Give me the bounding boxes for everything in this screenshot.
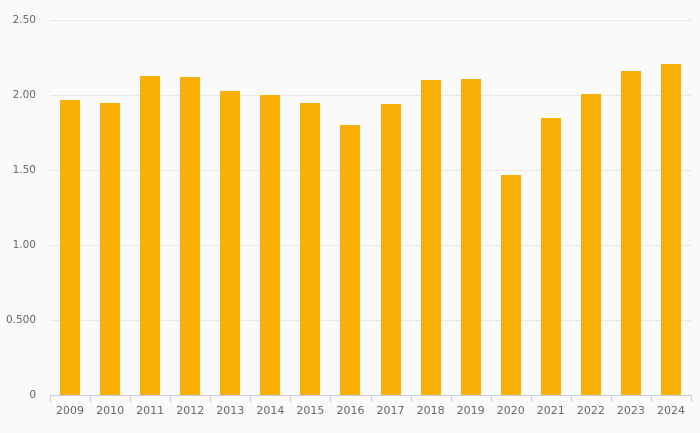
y-tick-label: 2.50 — [12, 14, 36, 26]
x-tick-label-2020: 2020 — [496, 404, 525, 417]
x-axis-tick — [410, 395, 412, 402]
x-axis-tick — [610, 395, 612, 402]
bar-2009[interactable] — [60, 99, 81, 395]
x-tick-label-2019: 2019 — [456, 404, 485, 417]
bar-2021[interactable] — [540, 117, 561, 395]
y-tick-label: 1.00 — [12, 239, 36, 251]
gridline-1.00 — [50, 245, 691, 246]
x-tick-label-2023: 2023 — [616, 404, 645, 417]
x-axis-tick — [170, 395, 172, 402]
bar-2023[interactable] — [620, 71, 641, 395]
x-tick-label-2012: 2012 — [176, 404, 205, 417]
gridline-2.50 — [50, 20, 691, 21]
x-axis-tick — [691, 395, 692, 402]
bar-2019[interactable] — [460, 78, 481, 395]
y-tick-label: 1.50 — [12, 164, 36, 176]
x-tick-label-2021: 2021 — [536, 404, 565, 417]
x-tick-label-2018: 2018 — [416, 404, 445, 417]
x-tick-label-2016: 2016 — [336, 404, 365, 417]
x-axis-tick — [330, 395, 332, 402]
x-tick-label-2017: 2017 — [376, 404, 405, 417]
bar-2010[interactable] — [100, 102, 121, 395]
x-tick-label-2009: 2009 — [56, 404, 85, 417]
y-tick-label: 0 — [29, 389, 36, 401]
x-axis-tick — [370, 395, 372, 402]
x-axis-tick — [450, 395, 452, 402]
x-axis-tick — [50, 395, 51, 402]
bar-2014[interactable] — [260, 95, 281, 395]
x-axis-tick — [290, 395, 292, 402]
x-tick-label-2022: 2022 — [576, 404, 605, 417]
bar-2024[interactable] — [660, 63, 681, 395]
x-axis-tick — [210, 395, 212, 402]
x-axis-tick — [250, 395, 252, 402]
x-axis-tick — [650, 395, 652, 402]
x-axis-labels: 2009 2010 2011 2012 2013 2014 2015 2016 2017 2018… — [50, 403, 691, 421]
bar-2013[interactable] — [220, 90, 241, 395]
y-tick-label: 2.00 — [12, 89, 36, 101]
bar-2015[interactable] — [300, 102, 321, 395]
bar-2016[interactable] — [340, 125, 361, 395]
x-tick-label-2024: 2024 — [656, 404, 685, 417]
x-tick-label-2015: 2015 — [296, 404, 325, 417]
y-axis-labels: 2.50 2.00 1.50 1.00 0.500 0 — [0, 0, 36, 433]
bar-2022[interactable] — [580, 93, 601, 395]
x-tick-label-2011: 2011 — [136, 404, 165, 417]
bar-2017[interactable] — [380, 104, 401, 395]
bar-2018[interactable] — [420, 80, 441, 395]
x-tick-label-2010: 2010 — [96, 404, 125, 417]
y-tick-label: 0.500 — [5, 314, 36, 326]
bar-2012[interactable] — [180, 77, 201, 395]
gridline-1.50 — [50, 170, 691, 171]
x-axis-tick — [530, 395, 532, 402]
plot-area — [50, 20, 691, 396]
x-tick-label-2014: 2014 — [256, 404, 285, 417]
gridline-2.00 — [50, 95, 691, 96]
x-axis-tick — [130, 395, 132, 402]
x-axis-tick — [490, 395, 492, 402]
gridline-0.500 — [50, 320, 691, 321]
x-axis-tick — [570, 395, 572, 402]
x-tick-label-2013: 2013 — [216, 404, 245, 417]
x-axis-tick — [90, 395, 92, 402]
bar-2011[interactable] — [140, 75, 161, 395]
bar-2020[interactable] — [500, 174, 521, 395]
